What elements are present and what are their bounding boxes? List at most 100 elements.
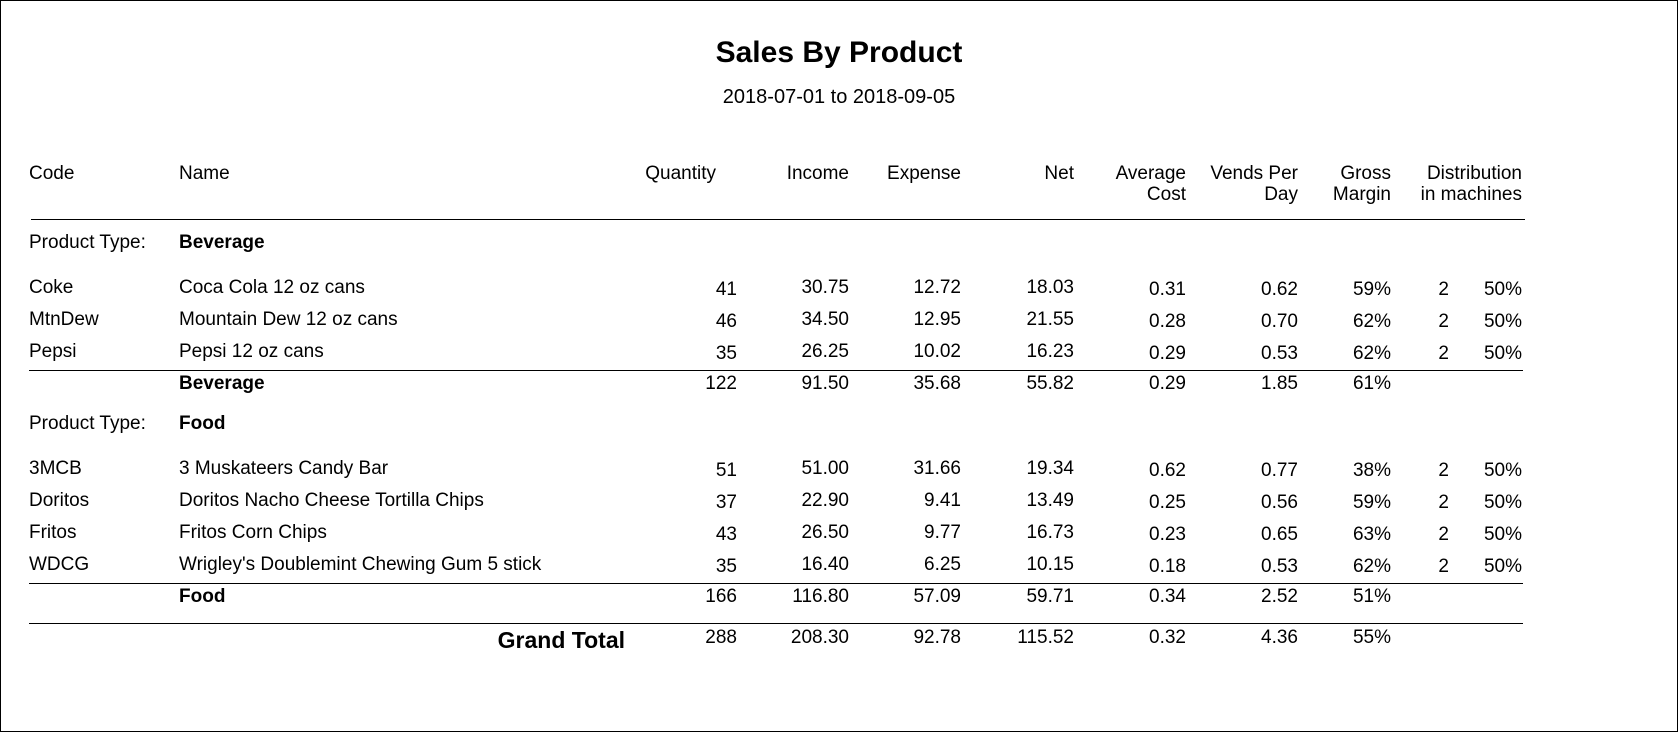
row-net: 16.73 — [1026, 522, 1074, 543]
row-distribution-pct: 50% — [1483, 311, 1522, 332]
subtotal-expense: 57.09 — [913, 586, 961, 607]
row-quantity: 51 — [715, 460, 737, 481]
header-divider — [31, 219, 1525, 220]
row-average-cost: 0.18 — [1149, 556, 1186, 577]
subtotal-income: 116.80 — [792, 586, 849, 607]
subtotal-vends-per-day: 1.85 — [1261, 373, 1298, 394]
row-code: MtnDew — [29, 309, 99, 330]
row-average-cost: 0.25 — [1149, 492, 1186, 513]
column-header-vends-per-day-line2: Day — [1264, 184, 1298, 205]
row-name: Doritos Nacho Cheese Tortilla Chips — [179, 490, 484, 511]
report-title: Sales By Product — [715, 36, 963, 69]
row-average-cost: 0.23 — [1149, 524, 1186, 545]
row-expense: 9.77 — [924, 522, 961, 543]
column-header-code: Code — [29, 163, 75, 184]
column-header-distribution: Distribution — [1426, 163, 1522, 184]
product-type-label: Product Type: — [29, 232, 146, 253]
column-header-vends-per-day: Vends Per — [1210, 163, 1298, 184]
row-distribution-pct: 50% — [1483, 279, 1522, 300]
row-quantity: 35 — [715, 343, 737, 364]
row-distribution-pct: 50% — [1483, 492, 1522, 513]
row-quantity: 37 — [715, 492, 737, 513]
column-header-average-cost: Average — [1115, 163, 1186, 184]
column-header-distribution-line2: in machines — [1420, 184, 1522, 205]
grand-total-gross-margin: 55% — [1352, 627, 1391, 648]
subtotal-expense: 35.68 — [913, 373, 961, 394]
row-income: 22.90 — [801, 490, 849, 511]
row-name: Wrigley's Doublemint Chewing Gum 5 stick — [179, 554, 542, 575]
row-income: 51.00 — [801, 458, 849, 479]
row-net: 18.03 — [1026, 277, 1074, 298]
row-vends-per-day: 0.62 — [1261, 279, 1298, 300]
subtotal-label: Beverage — [179, 373, 265, 394]
row-net: 19.34 — [1026, 458, 1074, 479]
grand-total-vends-per-day: 4.36 — [1261, 627, 1298, 648]
row-machines: 2 — [1438, 492, 1449, 513]
row-quantity: 46 — [715, 311, 737, 332]
row-average-cost: 0.62 — [1149, 460, 1186, 481]
subtotal-divider — [29, 370, 1523, 371]
row-code: Doritos — [29, 490, 90, 511]
product-type-value: Food — [179, 413, 226, 434]
row-net: 10.15 — [1026, 554, 1074, 575]
subtotal-gross-margin: 61% — [1352, 373, 1391, 394]
row-machines: 2 — [1438, 460, 1449, 481]
column-header-quantity: Quantity — [645, 163, 716, 184]
row-net: 16.23 — [1026, 341, 1074, 362]
row-net: 13.49 — [1026, 490, 1074, 511]
product-type-label: Product Type: — [29, 413, 146, 434]
report-date-range: 2018-07-01 to 2018-09-05 — [722, 86, 956, 108]
row-expense: 31.66 — [913, 458, 961, 479]
column-header-expense: Expense — [887, 163, 961, 184]
subtotal-divider — [29, 583, 1523, 584]
row-quantity: 41 — [715, 279, 737, 300]
subtotal-net: 55.82 — [1026, 373, 1074, 394]
row-machines: 2 — [1438, 556, 1449, 577]
grand-total-expense: 92.78 — [913, 627, 961, 648]
column-header-name: Name — [179, 163, 230, 184]
grand-total-average-cost: 0.32 — [1149, 627, 1186, 648]
row-vends-per-day: 0.53 — [1261, 343, 1298, 364]
row-gross-margin: 62% — [1352, 556, 1391, 577]
row-income: 26.25 — [801, 341, 849, 362]
column-header-gross-margin-line2: Margin — [1332, 184, 1391, 205]
subtotal-gross-margin: 51% — [1352, 586, 1391, 607]
row-expense: 6.25 — [924, 554, 961, 575]
subtotal-average-cost: 0.34 — [1149, 586, 1186, 607]
row-income: 16.40 — [801, 554, 849, 575]
row-name: 3 Muskateers Candy Bar — [179, 458, 389, 479]
row-expense: 12.72 — [913, 277, 961, 298]
row-vends-per-day: 0.77 — [1261, 460, 1298, 481]
row-income: 26.50 — [801, 522, 849, 543]
column-header-gross-margin: Gross — [1340, 163, 1391, 184]
row-expense: 10.02 — [913, 341, 961, 362]
row-code: Fritos — [29, 522, 77, 543]
product-type-value: Beverage — [179, 232, 265, 253]
column-header-income: Income — [786, 163, 849, 184]
subtotal-average-cost: 0.29 — [1149, 373, 1186, 394]
grand-total-quantity: 288 — [705, 627, 737, 648]
row-name: Mountain Dew 12 oz cans — [179, 309, 398, 330]
row-distribution-pct: 50% — [1483, 556, 1522, 577]
column-header-net: Net — [1044, 163, 1074, 184]
subtotal-net: 59.71 — [1026, 586, 1074, 607]
row-gross-margin: 62% — [1352, 343, 1391, 364]
row-vends-per-day: 0.70 — [1261, 311, 1298, 332]
row-name: Pepsi 12 oz cans — [179, 341, 324, 362]
row-income: 30.75 — [801, 277, 849, 298]
row-code: Pepsi — [29, 341, 77, 362]
row-expense: 9.41 — [924, 490, 961, 511]
subtotal-quantity: 166 — [705, 586, 737, 607]
row-vends-per-day: 0.65 — [1261, 524, 1298, 545]
row-name: Fritos Corn Chips — [179, 522, 327, 543]
row-gross-margin: 38% — [1352, 460, 1391, 481]
row-quantity: 35 — [715, 556, 737, 577]
row-average-cost: 0.31 — [1149, 279, 1186, 300]
row-name: Coca Cola 12 oz cans — [179, 277, 365, 298]
row-code: Coke — [29, 277, 74, 298]
row-machines: 2 — [1438, 524, 1449, 545]
row-net: 21.55 — [1026, 309, 1074, 330]
row-gross-margin: 63% — [1352, 524, 1391, 545]
row-gross-margin: 62% — [1352, 311, 1391, 332]
row-quantity: 43 — [715, 524, 737, 545]
